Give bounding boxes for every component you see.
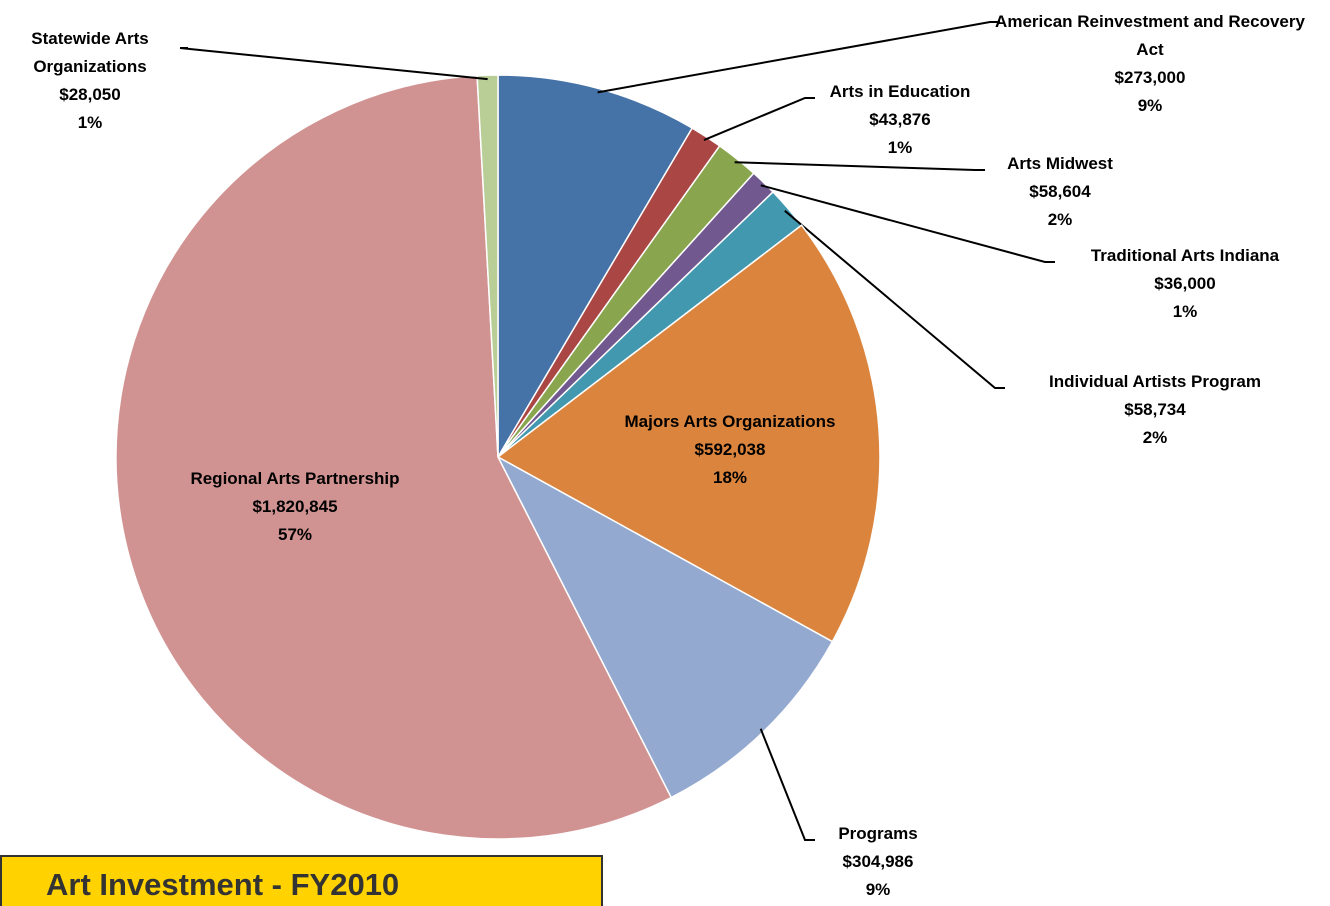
pie-slice — [115, 74, 673, 840]
category-label: Arts in Education — [829, 82, 971, 101]
value-label: $28,050 — [59, 85, 121, 104]
category-label: Traditional Arts Indiana — [1090, 246, 1280, 265]
leader-line — [760, 184, 1055, 263]
data-label: Traditional Arts Indiana $36,000 1% — [1055, 242, 1315, 326]
value-label: $58,734 — [1124, 400, 1186, 419]
leader-line — [734, 161, 985, 171]
data-label: Arts in Education $43,876 1% — [800, 78, 1000, 162]
percent-label: 9% — [1137, 96, 1163, 115]
value-label: $43,876 — [869, 110, 931, 129]
percent-label: 2% — [1047, 210, 1073, 229]
category-label: Arts Midwest — [1007, 154, 1113, 173]
value-label: $273,000 — [1114, 68, 1186, 87]
data-label: Majors Arts Organizations $592,038 18% — [580, 408, 880, 492]
data-label: American Reinvestment and Recovery Act $2… — [990, 8, 1310, 120]
category-label: Programs — [838, 824, 918, 843]
data-label: Arts Midwest $58,604 2% — [975, 150, 1145, 234]
chart-title: Art Investment - FY2010 — [0, 855, 603, 906]
leader-line — [179, 47, 488, 81]
category-label: Individual Artists Program — [1049, 372, 1261, 391]
percent-label: 9% — [865, 880, 891, 899]
leader-line — [597, 21, 1000, 94]
percent-label: 1% — [1172, 302, 1198, 321]
category-label: Majors Arts Organizations — [624, 412, 836, 431]
pie-slice — [497, 74, 694, 460]
pie-slice — [496, 455, 834, 799]
percent-label: 1% — [77, 113, 103, 132]
leader-line — [784, 209, 1005, 389]
percent-label: 2% — [1142, 428, 1168, 447]
data-label: Individual Artists Program $58,734 2% — [1005, 368, 1305, 452]
data-label: Regional Arts Partnership $1,820,845 57% — [135, 465, 455, 549]
pie-slice — [496, 224, 881, 643]
category-label: American Reinvestment and Recovery Act — [995, 12, 1305, 59]
percent-label: 18% — [712, 468, 748, 487]
category-label: Statewide Arts Organizations — [31, 29, 149, 76]
leader-line — [759, 728, 815, 841]
value-label: $592,038 — [694, 440, 766, 459]
leader-line — [703, 97, 815, 141]
data-label: Statewide Arts Organizations $28,050 1% — [0, 25, 190, 137]
value-label: $36,000 — [1154, 274, 1216, 293]
value-label: $1,820,845 — [252, 497, 338, 516]
pie-slice — [476, 74, 499, 458]
value-label: $304,986 — [842, 852, 914, 871]
data-label: Programs $304,986 9% — [798, 820, 958, 904]
percent-label: 57% — [277, 525, 313, 544]
percent-label: 1% — [887, 138, 913, 157]
value-label: $58,604 — [1029, 182, 1091, 201]
category-label: Regional Arts Partnership — [190, 469, 400, 488]
